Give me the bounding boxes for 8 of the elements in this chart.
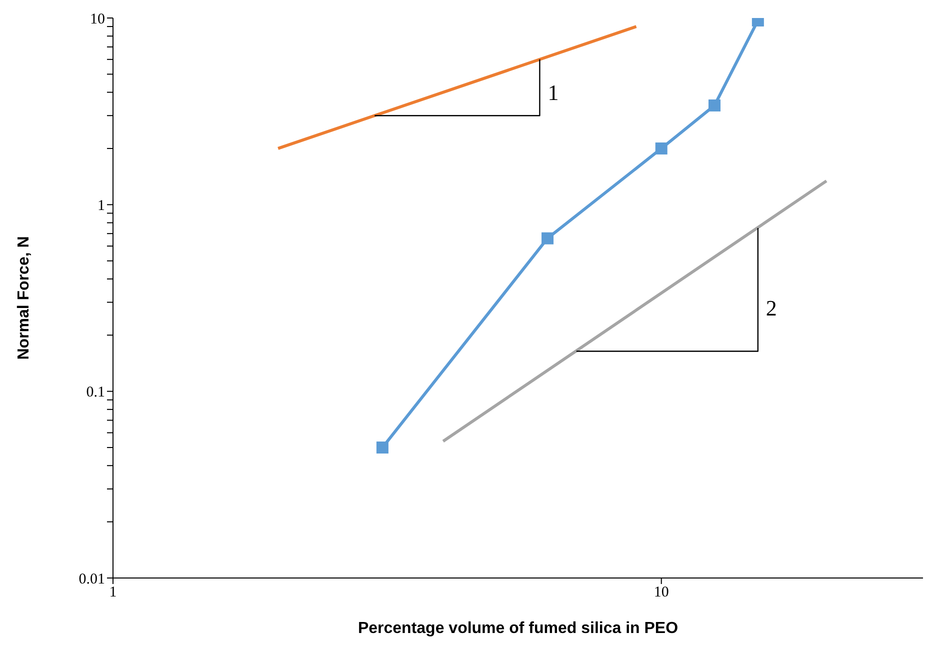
y-axis-title: Normal Force, N <box>16 236 33 360</box>
y-tick-label: 0.01 <box>78 571 105 588</box>
annotation: 2 <box>766 296 777 321</box>
y-tick-label: 10 <box>90 11 105 28</box>
x-axis-title: Percentage volume of fumed silica in PEO <box>358 620 678 637</box>
y-tick-label: 1 <box>98 198 105 214</box>
y-tick-label: 0.1 <box>86 384 105 401</box>
annotation: 1 <box>548 80 559 106</box>
